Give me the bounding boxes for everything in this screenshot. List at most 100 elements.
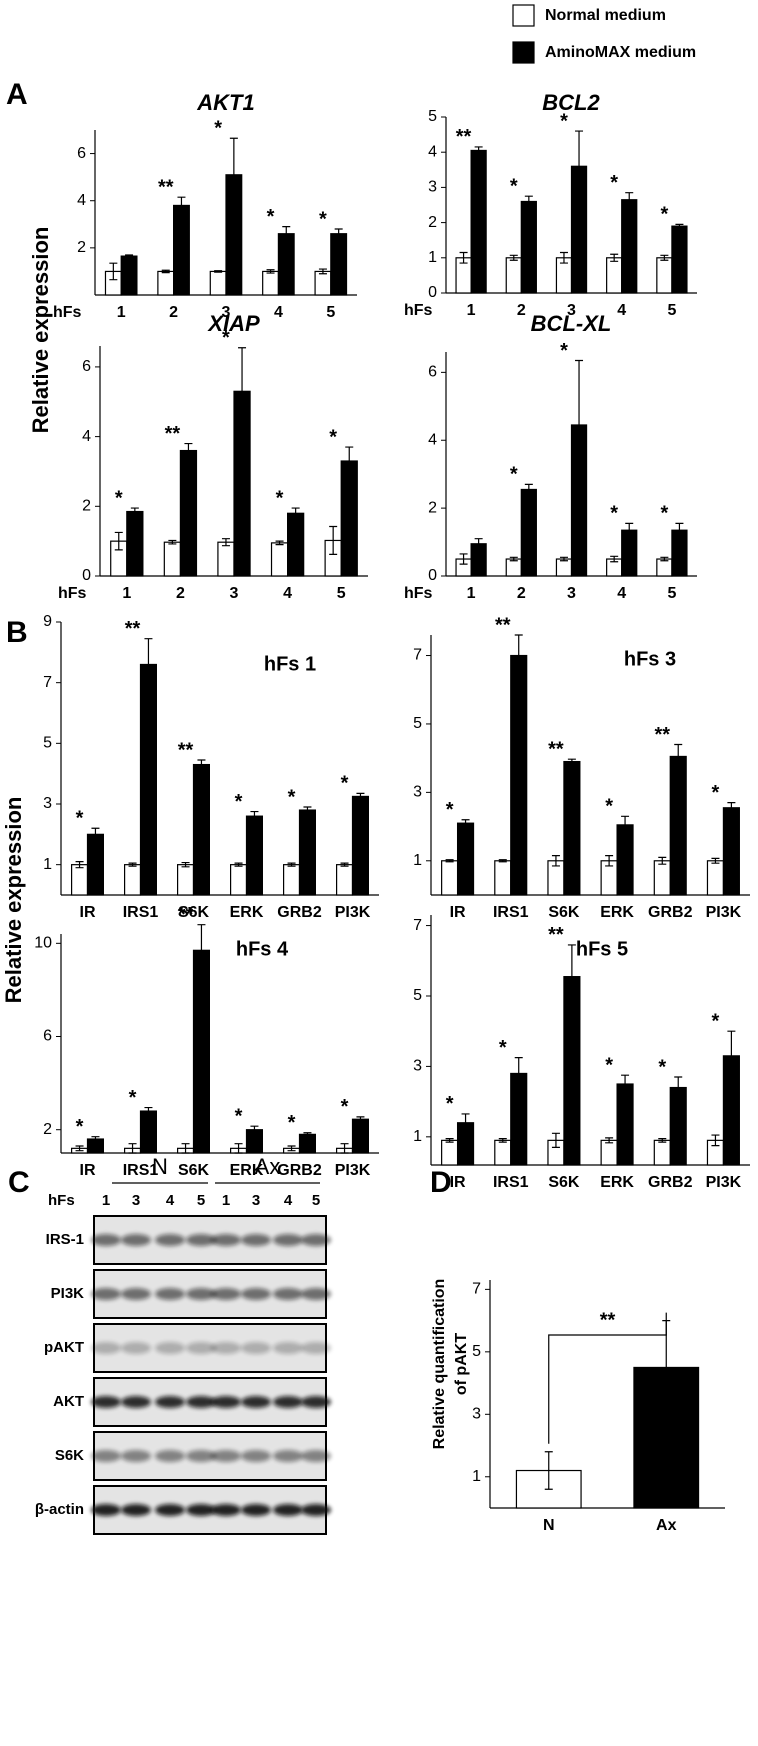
- error-bar: [610, 555, 619, 563]
- bar: [656, 558, 673, 577]
- x-tick-label: 4: [274, 304, 283, 321]
- blot-band: [121, 1234, 151, 1246]
- bar: [351, 1118, 369, 1154]
- error-bar: [674, 1076, 683, 1099]
- significance-label: **: [165, 423, 181, 445]
- y-tick-label: 5: [413, 987, 422, 1004]
- error-bar: [459, 251, 468, 264]
- x-tick-label: 2: [176, 585, 185, 602]
- y-tick-label: 4: [428, 143, 437, 160]
- y-tick-label: 4: [82, 428, 91, 445]
- y-tick-label: 3: [428, 179, 437, 196]
- error-bar: [109, 262, 118, 281]
- error-bar: [727, 802, 736, 814]
- y-tick-label: 6: [77, 145, 86, 162]
- error-bar: [625, 522, 634, 538]
- significance-label: *: [235, 1105, 243, 1127]
- significance-label: *: [222, 327, 230, 349]
- chart-title: BCL-XL: [531, 311, 612, 336]
- bar: [494, 1139, 512, 1166]
- bar: [173, 204, 190, 296]
- blot-band: [241, 1234, 271, 1246]
- error-bar: [498, 859, 507, 863]
- x-tick-label: 5: [337, 585, 346, 602]
- blot-band: [241, 1504, 271, 1516]
- bar: [287, 512, 305, 577]
- error-bar: [181, 1143, 190, 1154]
- error-bar: [287, 1145, 296, 1152]
- blot-band: [241, 1450, 271, 1462]
- blot-band: [186, 1234, 216, 1246]
- x-tick-label: IR: [80, 904, 96, 921]
- lane-label: 3: [132, 1192, 140, 1209]
- error-bar: [575, 130, 584, 203]
- y-axis-label: of pAKT: [453, 1333, 470, 1395]
- error-bar: [303, 1132, 312, 1137]
- significance-label: *: [712, 1010, 720, 1032]
- error-bar: [334, 228, 343, 240]
- bar: [722, 807, 740, 896]
- significance-label: *: [288, 786, 296, 808]
- error-bar: [524, 195, 533, 208]
- bar: [120, 255, 138, 296]
- blot-band: [241, 1396, 271, 1408]
- y-tick-label: 3: [413, 1058, 422, 1075]
- significance-label: *: [76, 808, 84, 830]
- bar: [555, 558, 573, 577]
- bar: [330, 233, 348, 296]
- x-tick-label: S6K: [548, 1174, 580, 1191]
- significance-label: *: [660, 503, 668, 525]
- group-label: N: [152, 1154, 168, 1179]
- bar: [298, 1133, 316, 1154]
- bar: [706, 860, 725, 896]
- x-tick-label: ERK: [600, 904, 634, 921]
- x-tick-label: 2: [169, 304, 178, 321]
- bar: [262, 270, 279, 296]
- error-bar: [303, 806, 312, 814]
- y-tick-label: 0: [428, 284, 437, 301]
- blot-band: [301, 1234, 331, 1246]
- bar: [139, 663, 157, 896]
- chart-title: hFs 4: [236, 938, 289, 960]
- significance-label: *: [319, 208, 327, 230]
- error-bar: [514, 634, 523, 677]
- error-bar: [345, 446, 354, 476]
- x-tick-label: PI3K: [335, 1162, 371, 1179]
- bar: [621, 199, 638, 294]
- error-bar: [711, 857, 720, 864]
- y-tick-label: 6: [428, 364, 437, 381]
- error-bar: [266, 269, 275, 274]
- bar: [314, 270, 332, 296]
- bar: [600, 1139, 618, 1166]
- x-tick-label: 4: [283, 585, 292, 602]
- error-bar: [291, 507, 300, 520]
- x-tick-label: IR: [450, 1174, 466, 1191]
- blot-band: [186, 1342, 216, 1354]
- bar: [505, 558, 522, 577]
- bar: [616, 1083, 634, 1166]
- error-bar: [91, 827, 100, 841]
- significance-label: *: [712, 782, 720, 804]
- error-bar: [605, 1137, 614, 1144]
- blot-band: [301, 1396, 331, 1408]
- error-bar: [509, 556, 518, 562]
- significance-label: *: [660, 204, 668, 226]
- bar: [669, 755, 687, 896]
- significance-label: *: [658, 1056, 666, 1078]
- error-bar: [567, 758, 576, 765]
- blot-band: [273, 1396, 303, 1408]
- significance-label: *: [341, 1096, 349, 1118]
- x-axis-label: hFs: [404, 585, 433, 602]
- blot-band: [155, 1450, 185, 1462]
- x-tick-label: 3: [567, 302, 576, 319]
- x-tick-label: S6K: [178, 1162, 210, 1179]
- x-tick-label: IRS1: [123, 904, 159, 921]
- y-tick-label: 2: [82, 498, 91, 515]
- error-bar: [459, 553, 468, 565]
- significance-label: **: [125, 618, 141, 640]
- significance-label: *: [235, 791, 243, 813]
- error-bar: [184, 442, 193, 459]
- x-tick-label: PI3K: [335, 904, 371, 921]
- error-bar: [128, 862, 137, 867]
